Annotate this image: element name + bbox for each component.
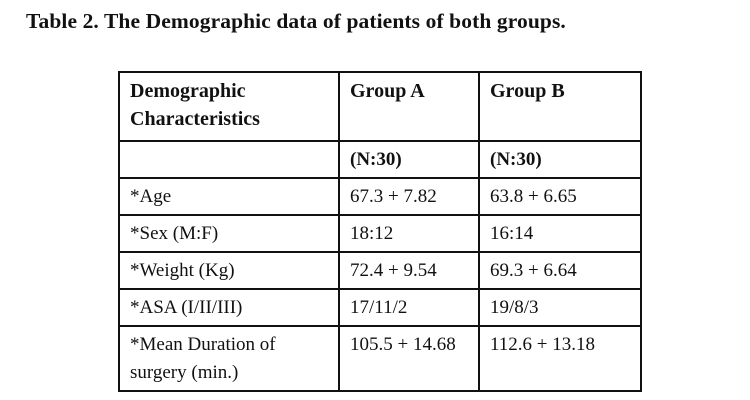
cell-group-a-mean-duration: 105.5 + 14.68	[338, 325, 480, 392]
header-group-b: Group B	[478, 71, 642, 142]
row-label-age: *Age	[118, 177, 340, 216]
demographic-table: Demographic Characteristics Group A Grou…	[118, 71, 642, 392]
table-header-row: Demographic Characteristics Group A Grou…	[118, 71, 642, 142]
subheader-group-b-n: (N:30)	[478, 140, 642, 179]
cell-group-a-weight: 72.4 + 9.54	[338, 251, 480, 290]
table-row: *Sex (M:F) 18:12 16:14	[118, 214, 642, 253]
cell-group-b-asa: 19/8/3	[478, 288, 642, 327]
table-row: *Age 67.3 + 7.82 63.8 + 6.65	[118, 177, 642, 216]
table-caption: Table 2. The Demographic data of patient…	[26, 9, 566, 33]
row-label-sex: *Sex (M:F)	[118, 214, 340, 253]
cell-group-b-age: 63.8 + 6.65	[478, 177, 642, 216]
header-demographic-characteristics: Demographic Characteristics	[118, 71, 340, 142]
cell-group-b-mean-duration: 112.6 + 13.18	[478, 325, 642, 392]
cell-group-b-weight: 69.3 + 6.64	[478, 251, 642, 290]
table-row: *Weight (Kg) 72.4 + 9.54 69.3 + 6.64	[118, 251, 642, 290]
table-row: *Mean Duration of surgery (min.) 105.5 +…	[118, 325, 642, 392]
row-label-asa: *ASA (I/II/III)	[118, 288, 340, 327]
subheader-group-a-n: (N:30)	[338, 140, 480, 179]
subheader-empty-cell	[118, 140, 340, 179]
cell-group-a-asa: 17/11/2	[338, 288, 480, 327]
cell-group-b-sex: 16:14	[478, 214, 642, 253]
cell-group-a-age: 67.3 + 7.82	[338, 177, 480, 216]
row-label-mean-duration: *Mean Duration of surgery (min.)	[118, 325, 340, 392]
header-group-a: Group A	[338, 71, 480, 142]
row-label-weight: *Weight (Kg)	[118, 251, 340, 290]
table-row: *ASA (I/II/III) 17/11/2 19/8/3	[118, 288, 642, 327]
cell-group-a-sex: 18:12	[338, 214, 480, 253]
table-subheader-row: (N:30) (N:30)	[118, 140, 642, 179]
